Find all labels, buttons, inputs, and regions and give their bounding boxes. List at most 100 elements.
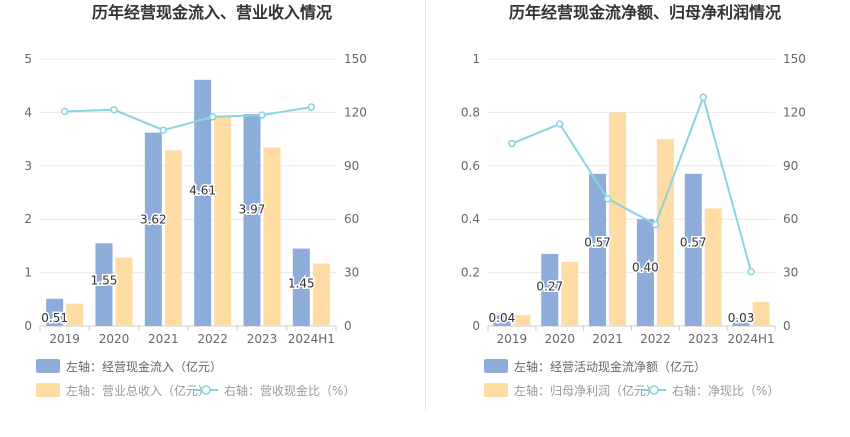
line-series xyxy=(511,94,753,272)
right-y-tick-label: 0 xyxy=(344,319,352,333)
x-tick-label: 2021 xyxy=(148,332,179,346)
bar-series-1 xyxy=(636,219,654,326)
right-y-tick-label: 120 xyxy=(344,105,367,119)
left-y-tick-label: 0.8 xyxy=(461,105,480,119)
bar-series-1 xyxy=(493,315,511,326)
right-y-tick-label: 30 xyxy=(344,266,359,280)
bar-data-label: 0.27 xyxy=(536,279,563,293)
right-y-tick-label: 60 xyxy=(344,212,359,226)
bar-series-1 xyxy=(684,173,702,326)
bar-series-1 xyxy=(732,317,750,326)
left-y-tick-label: 4 xyxy=(24,105,32,119)
bar-series-2 xyxy=(164,150,182,326)
x-tick-label: 2020 xyxy=(544,332,575,346)
x-tick-label: 2023 xyxy=(247,332,278,346)
bar-series-2 xyxy=(214,116,232,326)
bar-series-2 xyxy=(312,263,330,326)
bar-data-label: 0.57 xyxy=(584,235,611,249)
bar-data-label: 3.62 xyxy=(140,213,167,227)
line-point xyxy=(110,105,118,114)
bar-series-1 xyxy=(144,132,162,326)
line-point xyxy=(747,267,755,276)
bar-data-label: 0.04 xyxy=(489,311,516,325)
left-y-tick-label: 0.4 xyxy=(461,212,480,226)
bar-series-1 xyxy=(292,248,310,326)
bar-series-2 xyxy=(656,139,674,326)
left-y-tick-label: 1 xyxy=(472,52,480,66)
right-y-tick-label: 60 xyxy=(783,212,798,226)
x-tick-label: 2024H1 xyxy=(727,332,774,346)
bar-series-2 xyxy=(513,315,531,326)
bar-data-label: 1.45 xyxy=(288,276,315,290)
x-tick-label: 2022 xyxy=(640,332,671,346)
bar-series-1 xyxy=(46,298,64,326)
line-point xyxy=(699,93,707,102)
line-series xyxy=(64,106,312,132)
left-y-tick-label: 1 xyxy=(24,266,32,280)
bar-series-2 xyxy=(704,208,722,326)
x-tick-label: 2021 xyxy=(592,332,623,346)
chart-1: 历年经营现金流入、营业收入情况 0 0 1 30 2 60 3 90 4 120 5 150 2019 20… xyxy=(24,3,367,398)
bar-series-2 xyxy=(561,261,579,326)
bar-data-label: 0.51 xyxy=(41,311,68,325)
line-point xyxy=(208,113,217,121)
chart-title: 历年经营现金流入、营业收入情况 xyxy=(92,3,332,22)
legend-swatch-bar-2 xyxy=(484,383,508,397)
bar-series-1 xyxy=(589,173,607,326)
left-y-tick-label: 5 xyxy=(24,52,32,66)
bar-series-2 xyxy=(66,303,84,326)
bar-series-2 xyxy=(115,257,133,326)
bar-series-2 xyxy=(752,301,770,326)
bar-series-1 xyxy=(243,114,261,326)
legend-swatch-bar-1 xyxy=(484,359,508,373)
left-y-tick-label: 0 xyxy=(24,319,32,333)
x-tick-label: 2023 xyxy=(688,332,719,346)
left-y-tick-label: 0.2 xyxy=(461,266,480,280)
bar-series-2 xyxy=(263,147,281,326)
legend-swatch-line-marker xyxy=(649,385,659,395)
bar-data-label: 0.57 xyxy=(680,235,707,249)
right-y-tick-label: 120 xyxy=(783,105,806,119)
legend-swatch-bar-1 xyxy=(36,359,60,373)
line-point xyxy=(159,126,168,134)
bar-series-1 xyxy=(95,243,113,326)
legend-label: 左轴：经营现金流入（亿元） xyxy=(66,359,222,374)
left-y-tick-label: 0.6 xyxy=(461,159,480,173)
chart-title: 历年经营现金流净额、归母净利润情况 xyxy=(509,3,781,22)
x-tick-label: 2019 xyxy=(49,332,80,346)
bar-data-label: 1.55 xyxy=(91,273,118,287)
x-tick-label: 2024H1 xyxy=(288,332,335,346)
right-y-tick-label: 150 xyxy=(344,52,367,66)
right-y-tick-label: 30 xyxy=(783,266,798,280)
right-y-tick-label: 150 xyxy=(783,52,806,66)
chart-divider xyxy=(425,0,426,410)
bar-data-label: 4.61 xyxy=(189,184,216,198)
legend: 左轴：经营活动现金流净额（亿元） 左轴：归母净利润（亿元） 右轴：净现比（%） xyxy=(484,359,779,398)
line-point xyxy=(307,103,316,111)
legend-swatch-bar-2 xyxy=(36,383,60,397)
line-point xyxy=(603,194,612,203)
legend-label: 右轴：营收现金比（%） xyxy=(224,383,355,398)
legend-swatch-line-marker xyxy=(201,385,211,395)
right-y-tick-label: 90 xyxy=(783,159,798,173)
bar-series-1 xyxy=(194,79,212,327)
x-tick-label: 2020 xyxy=(99,332,130,346)
legend-label: 左轴：归母净利润（亿元） xyxy=(514,383,658,398)
line-point xyxy=(556,120,564,128)
bar-data-label: 0.03 xyxy=(728,311,755,325)
bar-data-label: 3.97 xyxy=(239,202,266,216)
legend-label: 左轴：营业总收入（亿元） xyxy=(66,383,210,398)
x-tick-label: 2019 xyxy=(497,332,528,346)
bar-series-1 xyxy=(541,253,559,326)
legend-label: 右轴：净现比（%） xyxy=(672,383,779,398)
left-y-tick-label: 3 xyxy=(24,159,32,173)
right-y-tick-label: 0 xyxy=(783,319,791,333)
right-y-tick-label: 90 xyxy=(344,159,359,173)
bar-series-2 xyxy=(609,112,627,327)
line-point xyxy=(508,139,516,148)
line-point xyxy=(651,220,660,229)
left-y-tick-label: 2 xyxy=(24,212,32,226)
left-y-tick-label: 0 xyxy=(472,319,480,333)
